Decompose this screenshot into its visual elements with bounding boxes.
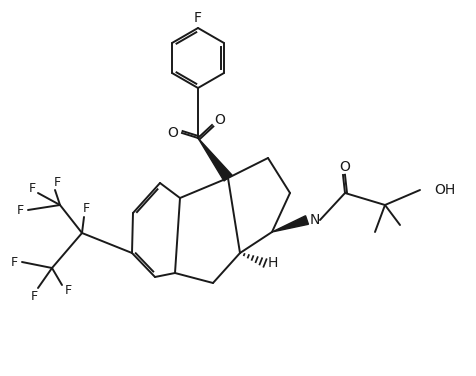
- Text: N: N: [310, 213, 320, 227]
- Text: O: O: [168, 126, 178, 140]
- Text: OH: OH: [434, 183, 455, 197]
- Text: F: F: [10, 256, 18, 268]
- Text: F: F: [82, 203, 89, 215]
- Text: F: F: [30, 290, 38, 303]
- Text: F: F: [194, 11, 202, 25]
- Text: F: F: [17, 203, 24, 217]
- Text: H: H: [268, 256, 278, 270]
- Text: F: F: [53, 176, 60, 188]
- Polygon shape: [272, 216, 308, 232]
- Text: F: F: [64, 285, 71, 297]
- Text: O: O: [215, 113, 226, 127]
- Text: O: O: [339, 160, 350, 174]
- Text: F: F: [29, 182, 36, 196]
- Polygon shape: [198, 138, 232, 181]
